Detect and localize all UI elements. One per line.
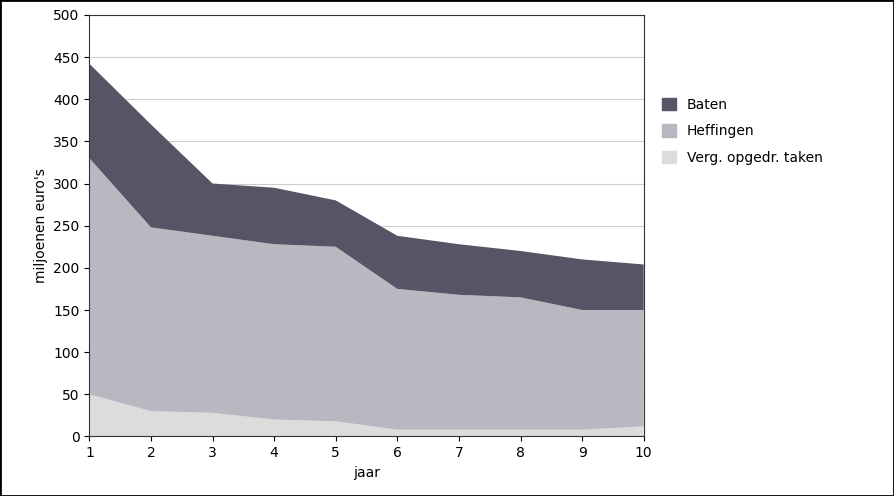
Legend: Baten, Heffingen, Verg. opgedr. taken: Baten, Heffingen, Verg. opgedr. taken xyxy=(662,98,822,165)
Y-axis label: miljoenen euro's: miljoenen euro's xyxy=(34,168,47,283)
X-axis label: jaar: jaar xyxy=(353,466,380,480)
